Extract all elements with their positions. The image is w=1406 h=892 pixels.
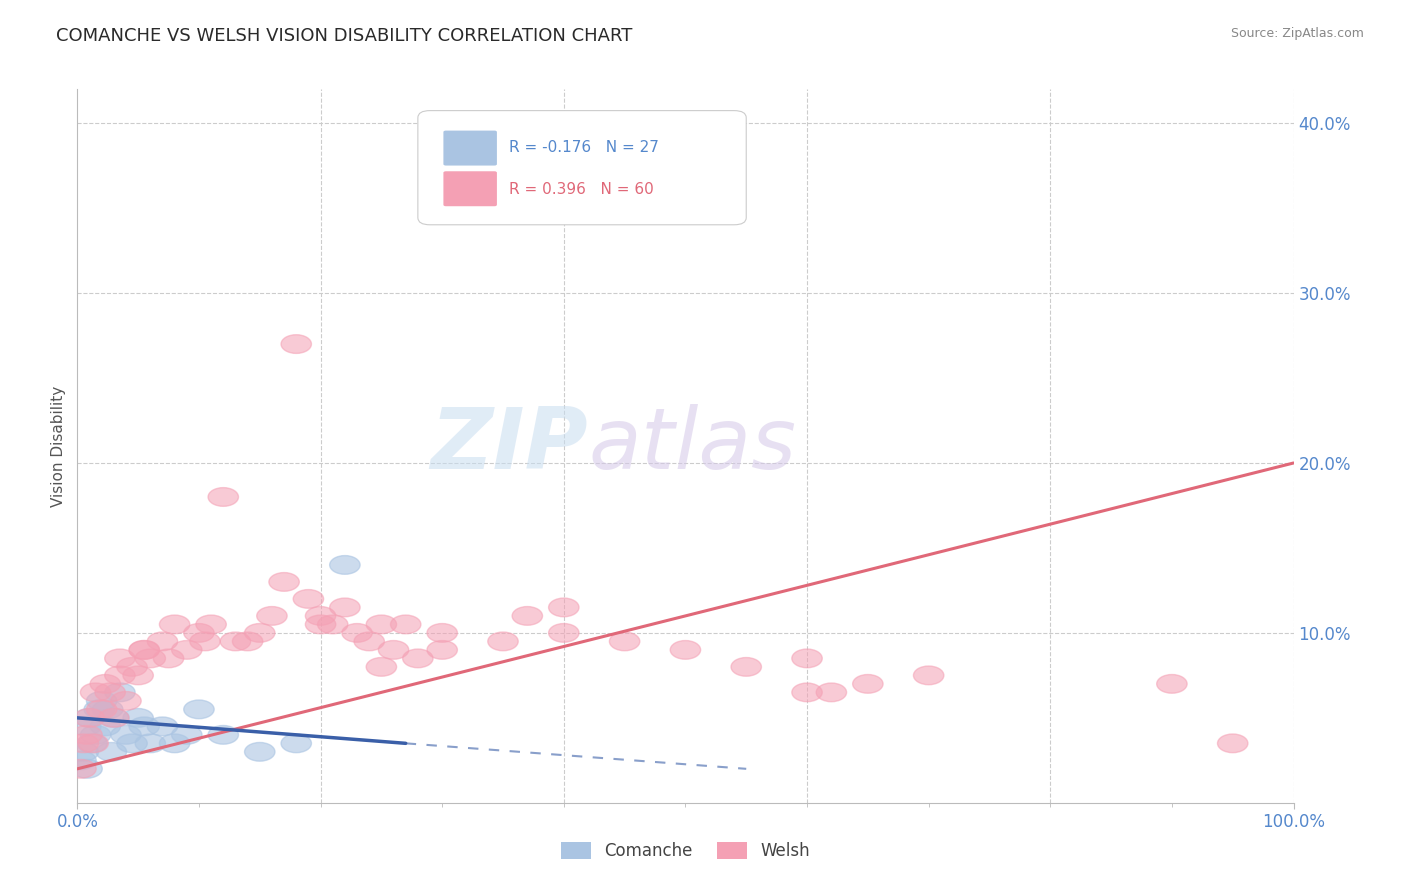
Ellipse shape — [129, 717, 159, 736]
Ellipse shape — [135, 649, 166, 668]
FancyBboxPatch shape — [443, 171, 496, 206]
Ellipse shape — [815, 683, 846, 702]
Ellipse shape — [548, 624, 579, 642]
Ellipse shape — [98, 708, 129, 727]
Ellipse shape — [172, 725, 202, 744]
Ellipse shape — [86, 700, 117, 719]
Ellipse shape — [96, 742, 127, 761]
Legend: Comanche, Welsh: Comanche, Welsh — [554, 836, 817, 867]
Ellipse shape — [294, 590, 323, 608]
Text: atlas: atlas — [588, 404, 796, 488]
Ellipse shape — [184, 700, 214, 719]
Ellipse shape — [366, 657, 396, 676]
Ellipse shape — [329, 556, 360, 574]
Ellipse shape — [792, 649, 823, 668]
Ellipse shape — [122, 666, 153, 685]
Ellipse shape — [402, 649, 433, 668]
Ellipse shape — [111, 691, 141, 710]
Ellipse shape — [96, 683, 125, 702]
Ellipse shape — [77, 734, 108, 753]
Ellipse shape — [281, 734, 312, 753]
Ellipse shape — [172, 640, 202, 659]
Ellipse shape — [329, 598, 360, 616]
Ellipse shape — [66, 759, 96, 778]
Ellipse shape — [135, 734, 166, 753]
Ellipse shape — [86, 691, 117, 710]
Ellipse shape — [245, 742, 276, 761]
FancyBboxPatch shape — [418, 111, 747, 225]
Ellipse shape — [512, 607, 543, 625]
Ellipse shape — [77, 734, 107, 753]
Ellipse shape — [281, 334, 312, 353]
Text: Source: ZipAtlas.com: Source: ZipAtlas.com — [1230, 27, 1364, 40]
Ellipse shape — [221, 632, 250, 651]
Ellipse shape — [90, 674, 121, 693]
Ellipse shape — [208, 725, 239, 744]
Ellipse shape — [318, 615, 347, 633]
Ellipse shape — [190, 632, 221, 651]
Ellipse shape — [75, 708, 104, 727]
Ellipse shape — [354, 632, 384, 651]
Ellipse shape — [148, 632, 177, 651]
Ellipse shape — [72, 725, 103, 744]
Ellipse shape — [84, 700, 114, 719]
Ellipse shape — [75, 708, 104, 727]
Ellipse shape — [80, 683, 111, 702]
Ellipse shape — [104, 666, 135, 685]
FancyBboxPatch shape — [443, 130, 496, 166]
Ellipse shape — [104, 649, 135, 668]
Ellipse shape — [148, 717, 177, 736]
Ellipse shape — [269, 573, 299, 591]
Ellipse shape — [391, 615, 420, 633]
Ellipse shape — [69, 734, 98, 753]
Text: R = -0.176   N = 27: R = -0.176 N = 27 — [509, 140, 659, 155]
Ellipse shape — [111, 725, 141, 744]
Ellipse shape — [245, 624, 276, 642]
Ellipse shape — [129, 640, 159, 659]
Ellipse shape — [342, 624, 373, 642]
Ellipse shape — [731, 657, 762, 676]
Ellipse shape — [208, 488, 239, 507]
Ellipse shape — [427, 624, 457, 642]
Ellipse shape — [305, 615, 336, 633]
Ellipse shape — [195, 615, 226, 633]
Ellipse shape — [93, 700, 122, 719]
Ellipse shape — [548, 598, 579, 616]
Ellipse shape — [122, 708, 153, 727]
Ellipse shape — [671, 640, 700, 659]
Ellipse shape — [104, 683, 135, 702]
Ellipse shape — [66, 751, 96, 770]
Text: COMANCHE VS WELSH VISION DISABILITY CORRELATION CHART: COMANCHE VS WELSH VISION DISABILITY CORR… — [56, 27, 633, 45]
Text: R = 0.396   N = 60: R = 0.396 N = 60 — [509, 182, 654, 196]
Ellipse shape — [90, 717, 121, 736]
Ellipse shape — [129, 640, 159, 659]
Ellipse shape — [184, 624, 214, 642]
Y-axis label: Vision Disability: Vision Disability — [51, 385, 66, 507]
Ellipse shape — [159, 734, 190, 753]
Ellipse shape — [80, 725, 111, 744]
Text: ZIP: ZIP — [430, 404, 588, 488]
Ellipse shape — [427, 640, 457, 659]
Ellipse shape — [488, 632, 519, 651]
Ellipse shape — [609, 632, 640, 651]
Ellipse shape — [366, 615, 396, 633]
Ellipse shape — [153, 649, 184, 668]
Ellipse shape — [378, 640, 409, 659]
Ellipse shape — [1218, 734, 1249, 753]
Ellipse shape — [1157, 674, 1187, 693]
Ellipse shape — [792, 683, 823, 702]
Ellipse shape — [159, 615, 190, 633]
Ellipse shape — [69, 742, 98, 761]
Ellipse shape — [852, 674, 883, 693]
Ellipse shape — [305, 607, 336, 625]
Ellipse shape — [232, 632, 263, 651]
Ellipse shape — [70, 717, 101, 736]
Ellipse shape — [117, 657, 148, 676]
Ellipse shape — [98, 708, 129, 727]
Ellipse shape — [117, 734, 148, 753]
Ellipse shape — [72, 759, 103, 778]
Ellipse shape — [914, 666, 943, 685]
Ellipse shape — [257, 607, 287, 625]
